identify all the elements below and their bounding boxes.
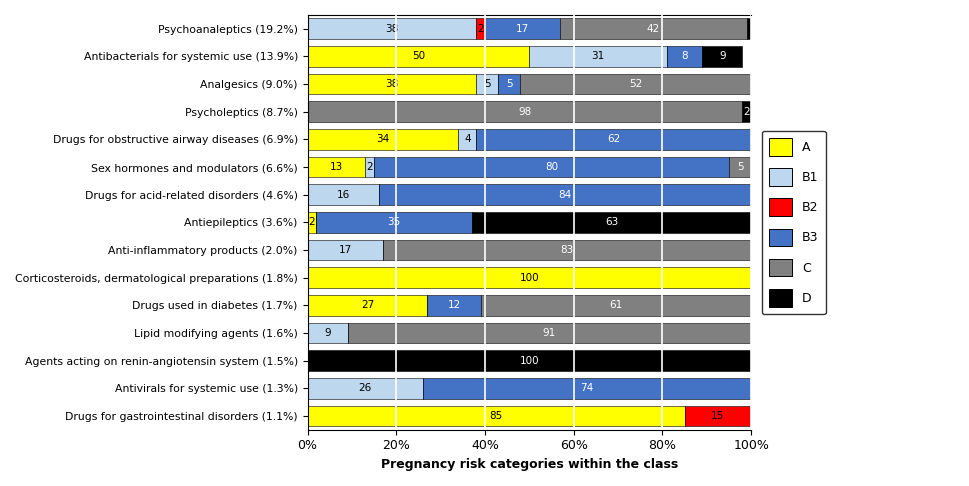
Bar bbox=[471, 212, 750, 233]
Text: 98: 98 bbox=[517, 107, 531, 117]
Text: 9: 9 bbox=[324, 328, 330, 338]
Bar bbox=[741, 102, 750, 122]
Bar bbox=[307, 129, 458, 150]
Text: 42: 42 bbox=[646, 24, 660, 34]
Bar bbox=[560, 18, 746, 39]
Text: 5: 5 bbox=[484, 79, 490, 89]
Text: 85: 85 bbox=[489, 411, 502, 421]
Bar bbox=[307, 350, 750, 371]
Bar bbox=[316, 212, 471, 233]
Bar bbox=[476, 18, 484, 39]
Text: 17: 17 bbox=[516, 24, 529, 34]
Bar bbox=[378, 184, 750, 205]
Bar bbox=[307, 240, 383, 260]
Text: 34: 34 bbox=[376, 135, 390, 144]
Bar bbox=[729, 156, 750, 177]
Bar bbox=[307, 156, 365, 177]
Bar bbox=[746, 18, 760, 39]
Bar bbox=[307, 18, 476, 39]
Bar bbox=[498, 74, 520, 94]
Text: 15: 15 bbox=[710, 411, 724, 421]
Text: 63: 63 bbox=[604, 217, 617, 227]
Bar bbox=[307, 323, 347, 343]
Text: 2: 2 bbox=[366, 162, 373, 172]
Bar bbox=[307, 267, 750, 288]
Text: 100: 100 bbox=[519, 356, 539, 365]
Bar bbox=[347, 323, 750, 343]
Bar bbox=[476, 74, 498, 94]
Legend: A, B1, B2, B3, C, D: A, B1, B2, B3, C, D bbox=[761, 131, 825, 314]
Text: 80: 80 bbox=[545, 162, 557, 172]
Text: 2: 2 bbox=[308, 217, 315, 227]
Text: 62: 62 bbox=[607, 135, 619, 144]
Text: 100: 100 bbox=[519, 273, 539, 283]
Bar bbox=[427, 295, 480, 316]
Bar bbox=[374, 156, 729, 177]
Text: 27: 27 bbox=[360, 300, 374, 310]
Bar bbox=[307, 295, 427, 316]
Bar bbox=[307, 212, 316, 233]
Text: 5: 5 bbox=[506, 79, 513, 89]
Text: 17: 17 bbox=[338, 245, 352, 255]
Text: 74: 74 bbox=[579, 383, 593, 393]
Bar bbox=[458, 129, 476, 150]
Bar bbox=[666, 46, 702, 67]
Bar bbox=[520, 74, 750, 94]
Text: 9: 9 bbox=[718, 52, 725, 61]
Bar bbox=[307, 405, 684, 426]
Bar bbox=[307, 74, 476, 94]
Text: 3: 3 bbox=[749, 24, 756, 34]
Bar bbox=[307, 378, 422, 399]
Text: 4: 4 bbox=[463, 135, 470, 144]
Bar bbox=[484, 18, 560, 39]
Bar bbox=[702, 46, 741, 67]
Text: 26: 26 bbox=[359, 383, 371, 393]
Text: 84: 84 bbox=[557, 190, 571, 200]
Bar bbox=[307, 184, 378, 205]
X-axis label: Pregnancy risk categories within the class: Pregnancy risk categories within the cla… bbox=[381, 458, 677, 471]
Bar bbox=[529, 46, 666, 67]
Bar bbox=[307, 46, 529, 67]
Text: 61: 61 bbox=[609, 300, 622, 310]
Bar bbox=[307, 102, 741, 122]
Text: 12: 12 bbox=[447, 300, 460, 310]
Text: 31: 31 bbox=[591, 52, 604, 61]
Bar bbox=[365, 156, 374, 177]
Bar bbox=[684, 405, 750, 426]
Text: 16: 16 bbox=[336, 190, 350, 200]
Text: 50: 50 bbox=[412, 52, 424, 61]
Bar bbox=[383, 240, 750, 260]
Text: 2: 2 bbox=[477, 24, 484, 34]
Text: 52: 52 bbox=[629, 79, 641, 89]
Text: 35: 35 bbox=[387, 217, 400, 227]
Text: 83: 83 bbox=[560, 245, 573, 255]
Text: 38: 38 bbox=[385, 24, 398, 34]
Bar bbox=[476, 129, 750, 150]
Text: 5: 5 bbox=[736, 162, 742, 172]
Bar bbox=[480, 295, 750, 316]
Text: 91: 91 bbox=[542, 328, 555, 338]
Text: 13: 13 bbox=[329, 162, 343, 172]
Text: 38: 38 bbox=[385, 79, 398, 89]
Text: 2: 2 bbox=[742, 107, 749, 117]
Bar bbox=[422, 378, 750, 399]
Text: 8: 8 bbox=[680, 52, 687, 61]
